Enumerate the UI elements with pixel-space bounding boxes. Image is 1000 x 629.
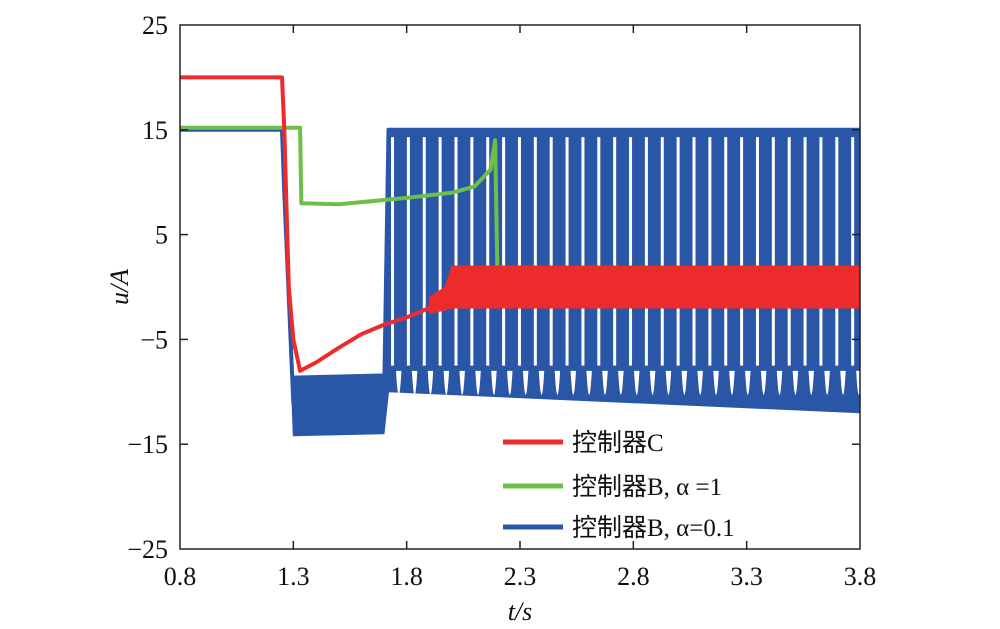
series-2-dip: [602, 370, 608, 395]
series-2-dip: [792, 370, 799, 395]
series-2-dip: [522, 370, 529, 395]
series-2-dip: [745, 370, 751, 395]
series-2-dip: [729, 370, 735, 395]
series-2-dip: [840, 370, 846, 395]
series-2-dip: [681, 370, 688, 395]
series-2-dip: [491, 370, 497, 395]
series-2-dip: [554, 370, 561, 395]
series-2-dip: [760, 370, 767, 395]
series-0-line: [180, 75, 860, 373]
series-2-dip: [396, 370, 402, 395]
series-2-dip: [618, 370, 624, 395]
series-2-dip: [634, 370, 640, 395]
x-tick-label: 0.8: [164, 562, 197, 591]
series-0-oscillation-band: [428, 265, 860, 314]
y-tick-label: −5: [140, 325, 168, 354]
series-2-dip: [538, 370, 545, 395]
series-2-dip: [507, 370, 513, 395]
x-tick-label: 1.3: [277, 562, 310, 591]
series-1-line: [180, 125, 500, 267]
series-2-dip: [713, 370, 719, 395]
axis-layer: 0.8 1.3 1.8 2.3 2.8 3.3 3.8 25 15 5 −5 −15 −25: [127, 11, 876, 591]
series-2-dip: [586, 370, 592, 395]
series-2-dip: [697, 370, 703, 395]
x-tick-label: 2.8: [617, 562, 650, 591]
series-1: [180, 125, 500, 267]
series-2-dip: [459, 370, 465, 395]
legend: 控制器C 控制器B, α =1 控制器B, α=0.1: [503, 429, 735, 542]
y-tick-label: −15: [127, 430, 168, 459]
series-2-dip: [570, 370, 576, 395]
series-2-line: [180, 127, 860, 405]
legend-label-controller-b-alpha-0-1: 控制器B, α=0.1: [572, 514, 735, 542]
y-tick-label: −25: [127, 535, 168, 564]
x-tick-label: 3.3: [730, 562, 763, 591]
series-2-dip: [776, 370, 783, 395]
series-0: [180, 75, 860, 373]
series-2-dip: [824, 370, 830, 395]
series-2-dip: [427, 370, 434, 395]
series-2-dip: [808, 370, 814, 395]
y-tick-label: 25: [142, 11, 168, 40]
y-axis-label: u/A: [105, 269, 134, 305]
series-2-dip: [665, 370, 672, 395]
series-layer: [180, 75, 860, 437]
legend-label-controller-c: 控制器C: [572, 429, 664, 457]
x-tick-label: 2.3: [504, 562, 537, 591]
y-tick-label: 5: [155, 221, 168, 250]
legend-label-controller-b-alpha-1: 控制器B, α =1: [572, 473, 722, 501]
y-tick-label: 15: [142, 116, 168, 145]
x-tick-label: 1.8: [390, 562, 423, 591]
series-2-dip: [856, 370, 860, 395]
series-2-dip: [443, 370, 450, 395]
series-2-dip: [649, 370, 656, 395]
series-2-dip: [475, 370, 481, 395]
x-axis-label: t/s: [508, 597, 533, 626]
series-2-dip: [411, 370, 418, 395]
x-tick-label: 3.8: [844, 562, 877, 591]
